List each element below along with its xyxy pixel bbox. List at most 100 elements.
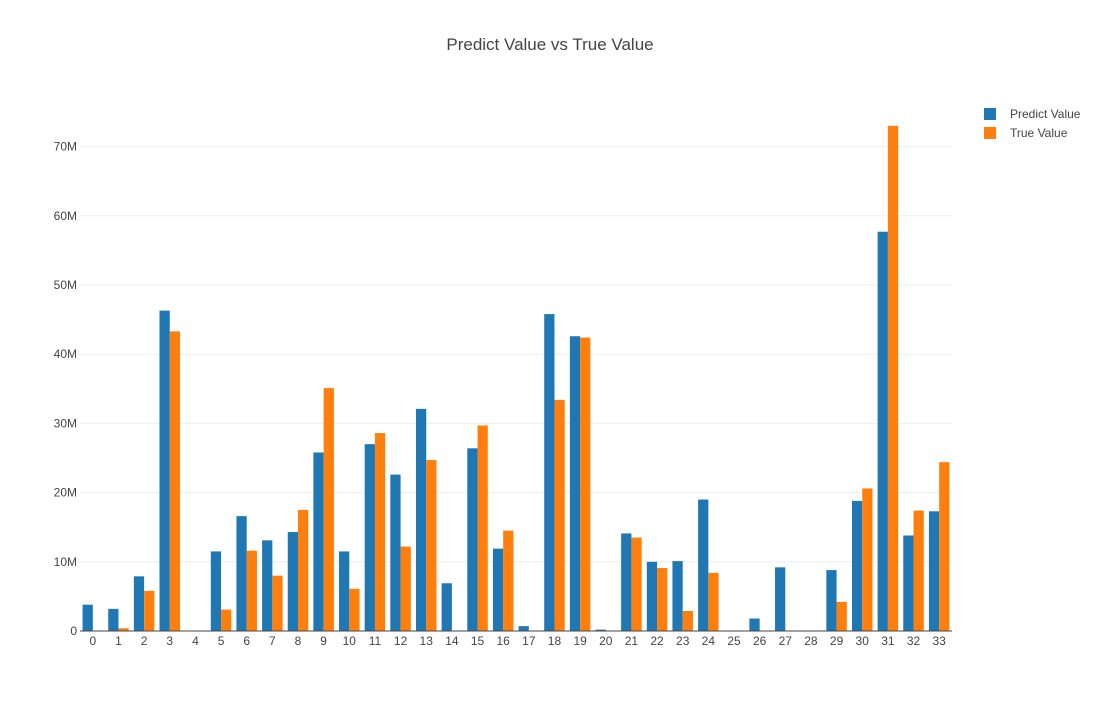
x-tick-label: 8 (295, 634, 302, 648)
bar-true-value-23[interactable] (682, 610, 693, 631)
bar-predict-value-32[interactable] (903, 535, 914, 631)
bar-true-value-8[interactable] (298, 509, 309, 631)
bar-true-value-1[interactable] (118, 628, 129, 631)
x-tick-label: 11 (369, 634, 382, 648)
bar-true-value-10[interactable] (349, 588, 360, 631)
bar-predict-value-31[interactable] (877, 231, 888, 631)
x-tick-label: 32 (907, 634, 921, 648)
bar-true-value-11[interactable] (374, 433, 386, 631)
bar-predict-value-22[interactable] (646, 561, 658, 631)
x-tick-label: 22 (650, 634, 664, 648)
gridlines (80, 146, 952, 563)
bar-predict-value-20[interactable] (595, 629, 606, 631)
x-tick-label: 5 (218, 634, 225, 648)
x-tick-label: 28 (804, 634, 818, 648)
x-tick-label: 16 (496, 634, 510, 648)
bar-true-value-13[interactable] (426, 460, 437, 631)
bar-predict-value-10[interactable] (339, 551, 350, 631)
x-tick-label: 4 (192, 634, 199, 648)
x-tick-label: 17 (522, 634, 536, 648)
bar-predict-value-21[interactable] (621, 533, 632, 631)
legend-item-true-value[interactable]: True Value (984, 126, 1068, 140)
chart-title: Predict Value vs True Value (446, 35, 653, 54)
bar-predict-value-11[interactable] (364, 444, 375, 631)
bar-predict-value-6[interactable] (236, 516, 247, 631)
bar-true-value-31[interactable] (887, 125, 899, 631)
bar-true-value-7[interactable] (272, 575, 283, 631)
bar-true-value-2[interactable] (144, 590, 155, 631)
bar-predict-value-17[interactable] (518, 626, 529, 631)
bar-predict-value-30[interactable] (851, 500, 863, 631)
bar-predict-value-0[interactable] (82, 604, 93, 631)
bar-true-value-22[interactable] (657, 568, 668, 631)
bar-predict-value-1[interactable] (108, 608, 119, 631)
bar-predict-value-7[interactable] (262, 540, 273, 631)
bar-true-value-24[interactable] (708, 572, 719, 631)
bar-predict-value-3[interactable] (159, 310, 170, 631)
legend-swatch (984, 127, 996, 139)
bar-true-value-5[interactable] (221, 609, 232, 631)
y-tick-label: 30M (54, 416, 77, 430)
y-tick-label: 20M (54, 486, 77, 500)
x-tick-label: 1 (115, 634, 122, 648)
bar-true-value-29[interactable] (836, 601, 847, 631)
bar-predict-value-23[interactable] (672, 561, 683, 631)
bar-predict-value-16[interactable] (492, 548, 504, 631)
bar-predict-value-15[interactable] (467, 448, 478, 631)
x-tick-label: 27 (779, 634, 793, 648)
bar-predict-value-13[interactable] (415, 408, 427, 631)
legend-item-predict-value[interactable]: Predict Value (984, 107, 1081, 121)
bar-true-value-12[interactable] (400, 546, 411, 631)
x-axis-ticks: 0 1 2 3 4 5 6 7 8 9 10 11 12 13 14 15 16 17 18 19 20 21 22 23 24… (89, 634, 946, 648)
x-tick-label: 29 (830, 634, 844, 648)
x-tick-label: 2 (141, 634, 148, 648)
bar-true-value-30[interactable] (862, 488, 873, 631)
bar-predict-value-27[interactable] (775, 567, 786, 631)
bar-predict-value-5[interactable] (210, 551, 222, 631)
bar-true-value-32[interactable] (913, 510, 924, 631)
x-tick-label: 24 (702, 634, 716, 648)
bar-predict-value-33[interactable] (928, 511, 940, 631)
x-tick-label: 3 (166, 634, 173, 648)
legend-swatch (984, 108, 996, 120)
y-axis-ticks: 0 10M 20M 30M 40M 50M 60M 70M (54, 140, 78, 638)
x-tick-label: 21 (625, 634, 639, 648)
x-tick-label: 12 (394, 634, 408, 648)
x-tick-label: 0 (89, 634, 96, 648)
bar-predict-value-29[interactable] (826, 570, 837, 631)
bar-true-value-15[interactable] (477, 425, 488, 631)
bar-true-value-9[interactable] (323, 388, 334, 631)
bar-true-value-18[interactable] (554, 399, 565, 631)
x-tick-label: 18 (548, 634, 562, 648)
bar-true-value-3[interactable] (169, 331, 181, 631)
x-tick-label: 33 (932, 634, 946, 648)
x-tick-label: 19 (573, 634, 587, 648)
bars (82, 125, 950, 631)
x-tick-label: 13 (420, 634, 434, 648)
x-tick-label: 14 (445, 634, 459, 648)
bar-predict-value-14[interactable] (441, 583, 452, 631)
bar-true-value-16[interactable] (503, 530, 514, 631)
bar-predict-value-26[interactable] (749, 618, 760, 631)
bar-predict-value-12[interactable] (390, 474, 401, 631)
legend[interactable]: Predict Value True Value (984, 107, 1081, 140)
x-tick-label: 6 (243, 634, 250, 648)
bar-predict-value-9[interactable] (313, 452, 324, 631)
bar-predict-value-19[interactable] (569, 336, 581, 631)
x-tick-label: 26 (753, 634, 767, 648)
bar-predict-value-24[interactable] (698, 499, 709, 631)
bar-predict-value-18[interactable] (544, 314, 555, 631)
bar-true-value-6[interactable] (246, 550, 257, 631)
bar-true-value-19[interactable] (580, 337, 591, 631)
bar-predict-value-2[interactable] (133, 576, 145, 631)
x-tick-label: 10 (343, 634, 357, 648)
x-tick-label: 9 (320, 634, 327, 648)
x-tick-label: 23 (676, 634, 690, 648)
bar-predict-value-8[interactable] (287, 532, 298, 631)
y-tick-label: 50M (54, 278, 77, 292)
bar-true-value-33[interactable] (939, 462, 950, 631)
x-tick-label: 20 (599, 634, 613, 648)
y-tick-label: 40M (54, 347, 77, 361)
bar-true-value-21[interactable] (631, 537, 642, 631)
